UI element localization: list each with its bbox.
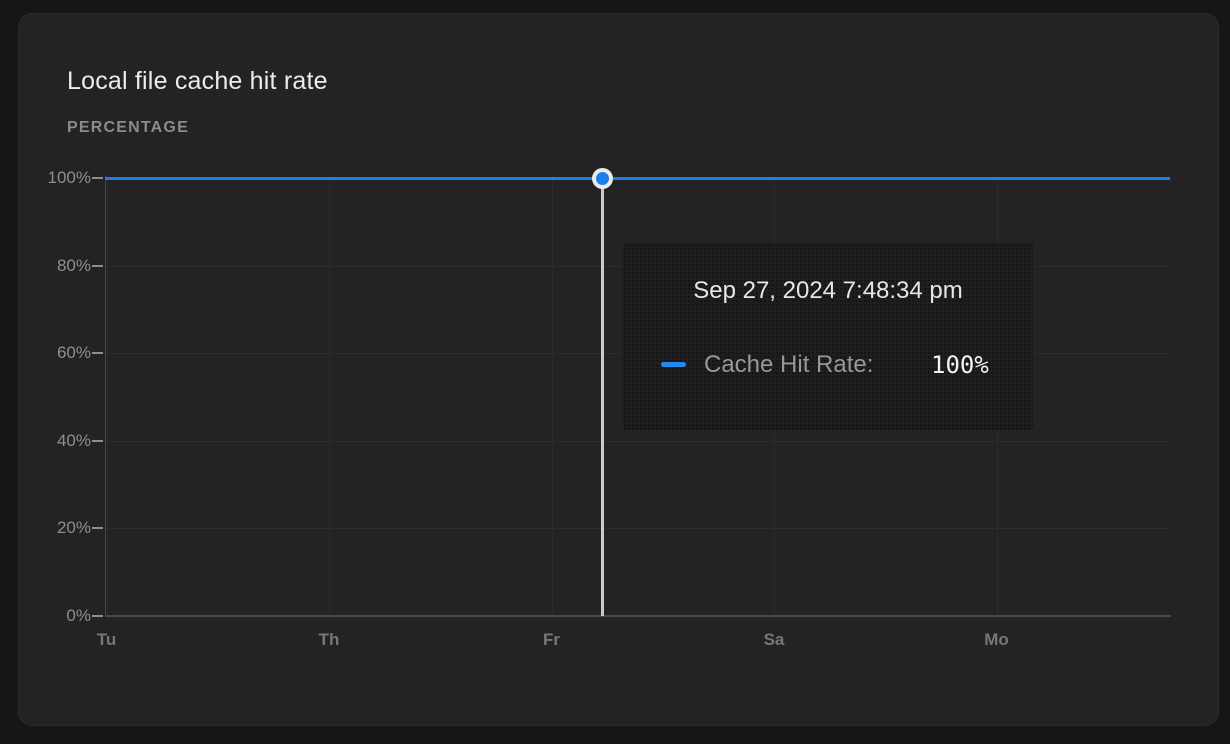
plot-area[interactable]: 100% 80% 60% 40% 20% 0% Tu Th Fr Sa Mo Sep 27, 202…: [19, 14, 1218, 725]
y-tick-mark: [92, 352, 103, 355]
chart-card: Local file cache hit rate PERCENTAGE 100…: [18, 13, 1219, 726]
x-tick-label: Mo: [984, 630, 1009, 649]
y-tick-label: 80%: [56, 255, 91, 275]
hover-marker-dot: [596, 172, 609, 185]
x-gridline: [106, 178, 108, 616]
x-tick-label: Tu: [96, 630, 117, 649]
y-tick-label: 60%: [56, 343, 91, 363]
crosshair-line: [601, 180, 604, 616]
y-tick-mark: [92, 177, 103, 179]
x-gridline: [551, 178, 553, 616]
y-tick-mark: [92, 264, 103, 267]
x-gridline: [329, 178, 330, 616]
y-tick-mark: [92, 439, 103, 442]
x-tick-label: Th: [318, 630, 340, 649]
y-tick-label: 0%: [66, 606, 91, 625]
tooltip-series-row: Cache Hit Rate: 100%: [623, 349, 1033, 380]
x-tick-label: Fr: [543, 630, 560, 649]
y-axis-line: [105, 176, 106, 616]
tooltip: Sep 27, 2024 7:48:34 pm Cache Hit Rate: …: [623, 243, 1033, 430]
chart-title: Local file cache hit rate: [67, 67, 328, 95]
y-gridline: [105, 440, 1171, 442]
tooltip-timestamp: Sep 27, 2024 7:48:34 pm: [693, 277, 963, 304]
series-line-cache-hit-rate[interactable]: [105, 177, 1170, 180]
y-gridline: [105, 528, 1171, 530]
tooltip-series-label: Cache Hit Rate:: [704, 351, 874, 378]
x-axis-line: [105, 615, 1171, 617]
y-tick-label: 40%: [56, 430, 91, 450]
hover-marker[interactable]: [592, 168, 613, 189]
y-tick-label: 20%: [56, 518, 91, 538]
x-tick-label: Sa: [763, 630, 785, 649]
series-color-dash-icon: [661, 362, 686, 367]
tooltip-series-value: 100%: [931, 351, 989, 379]
y-tick-label: 100%: [47, 168, 91, 187]
y-tick-mark: [92, 615, 103, 617]
chart-units-label: PERCENTAGE: [67, 119, 189, 136]
y-tick-mark: [92, 527, 103, 530]
